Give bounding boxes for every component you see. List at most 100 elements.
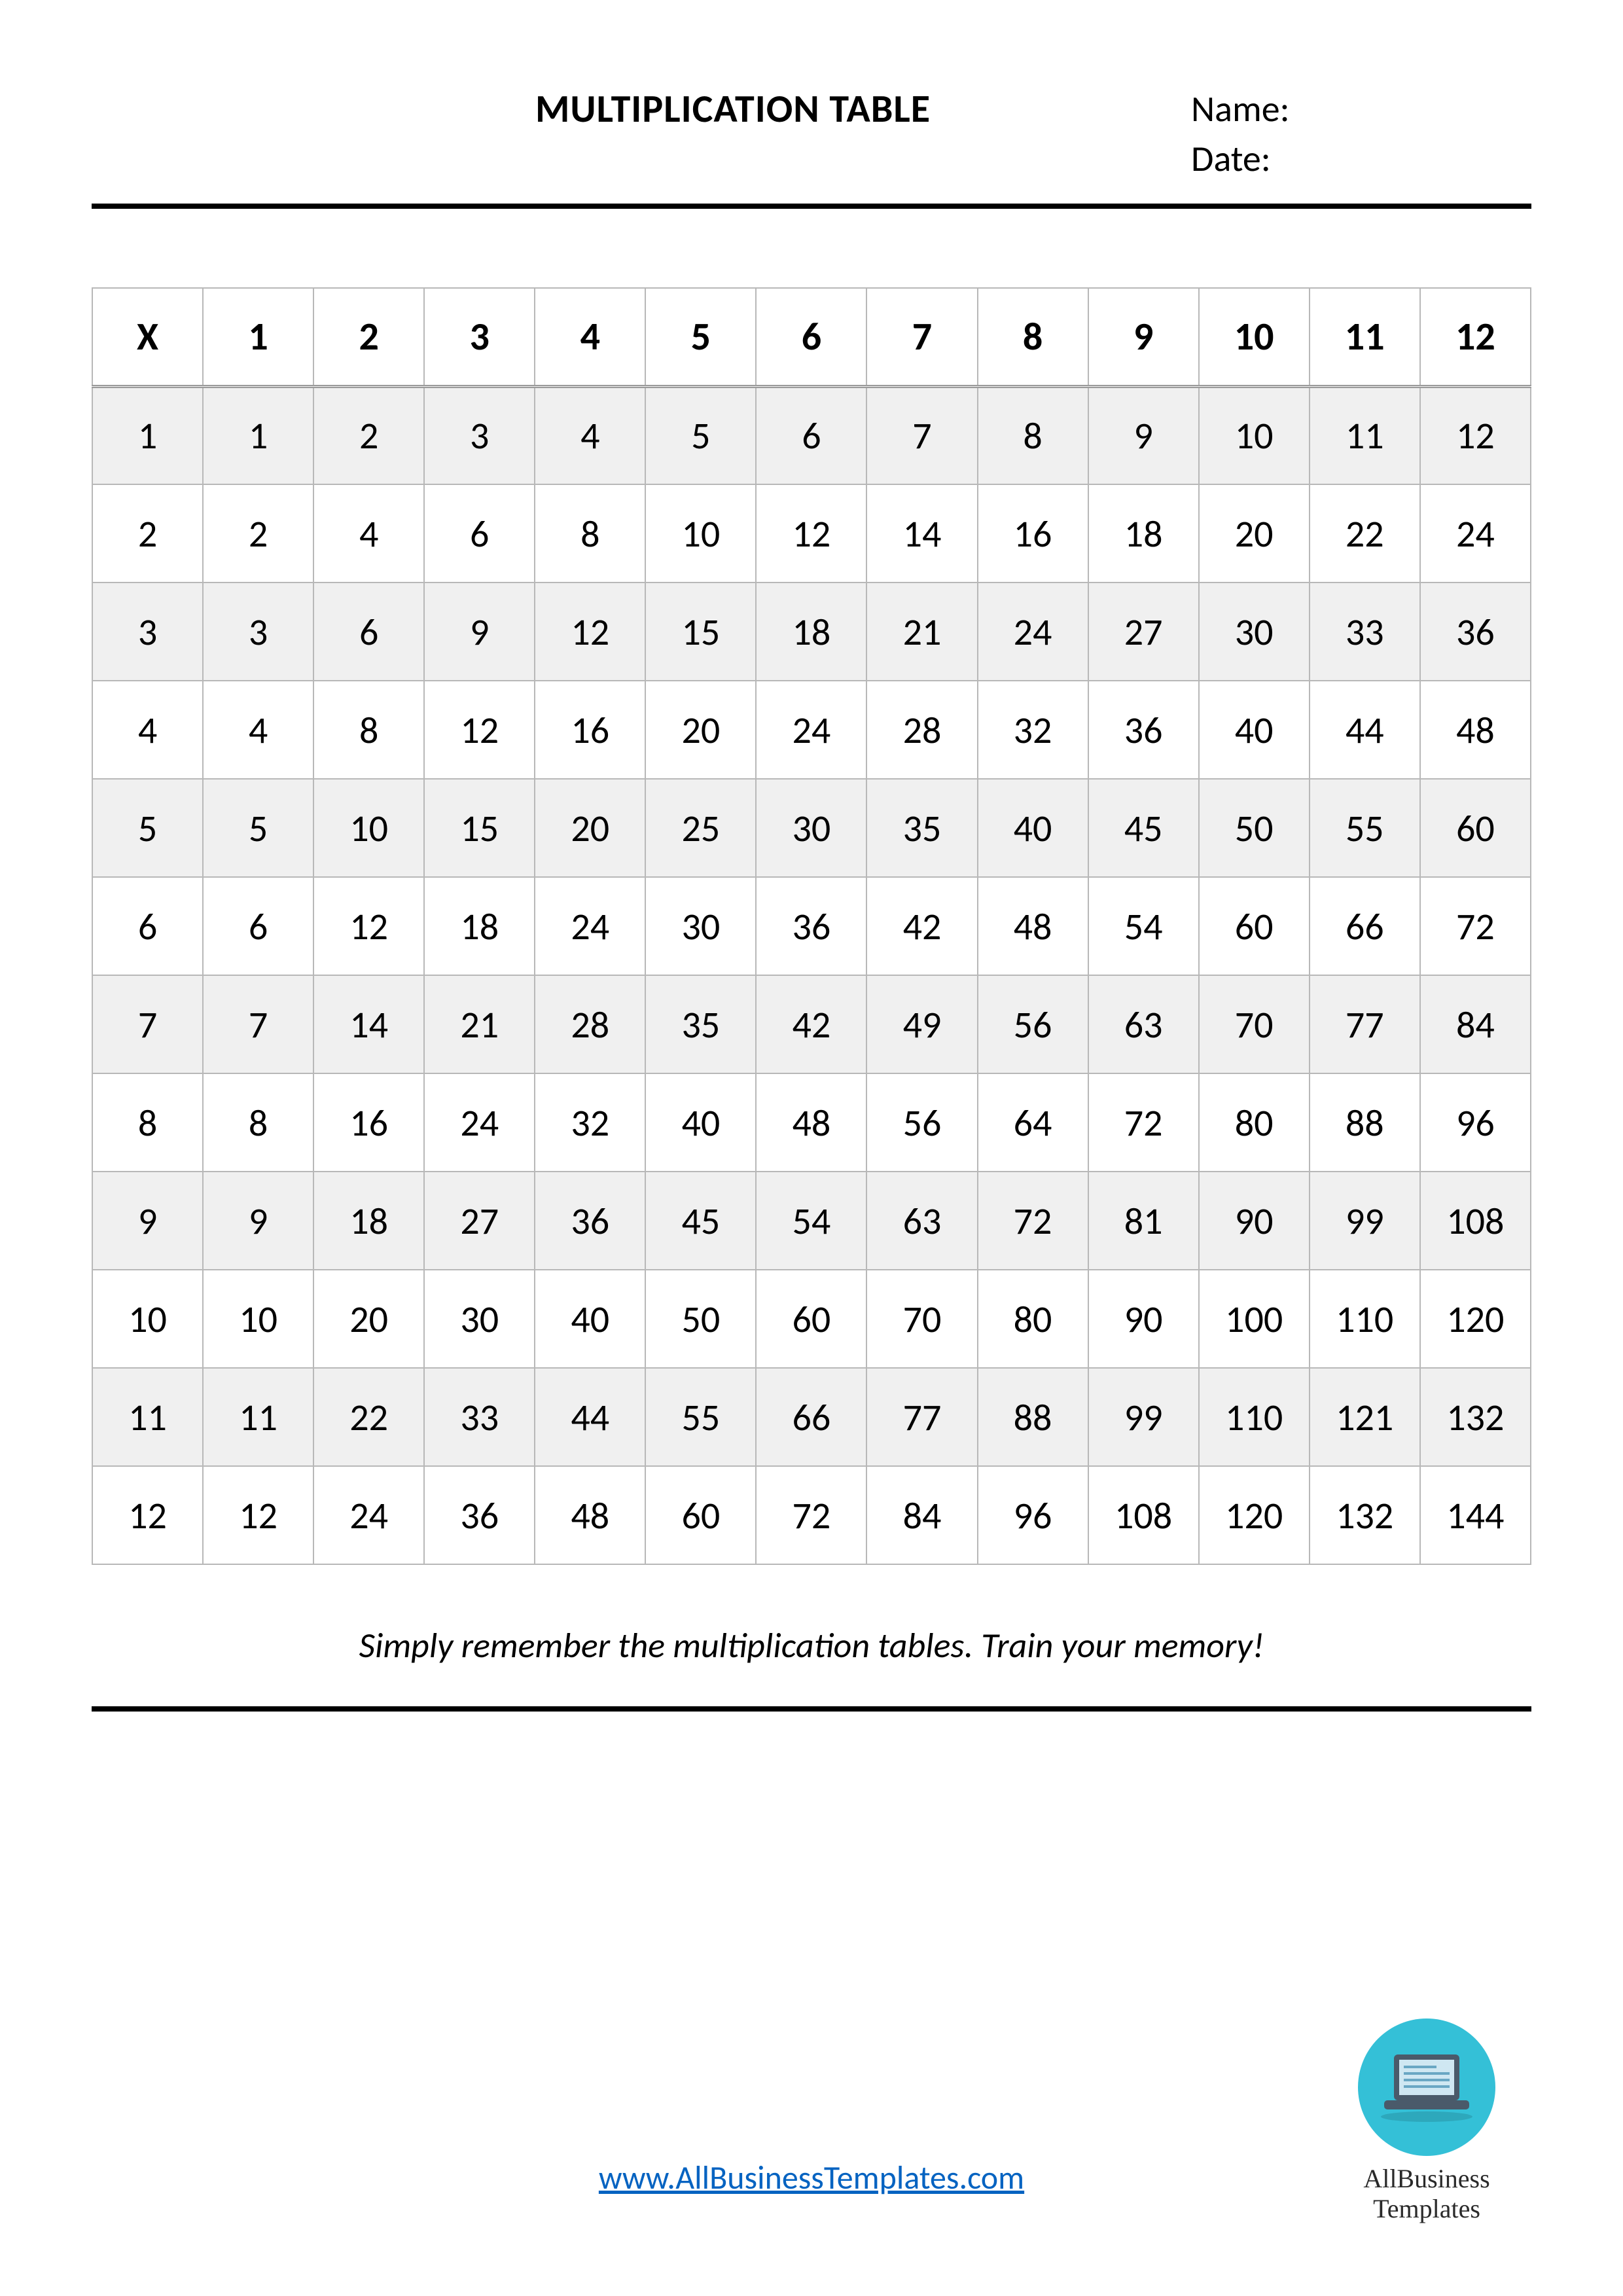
name-label: Name: (1191, 85, 1531, 135)
cell: 77 (866, 1368, 977, 1466)
cell: 6 (424, 484, 535, 583)
cell: 99 (1088, 1368, 1199, 1466)
table-row: 224681012141618202224 (92, 484, 1531, 583)
cell: 50 (645, 1270, 756, 1368)
cell: 36 (1420, 583, 1531, 681)
cell: 49 (866, 975, 977, 1073)
cell: 132 (1310, 1466, 1420, 1564)
col-header: 6 (756, 288, 866, 386)
cell: 7 (203, 975, 313, 1073)
cell: 20 (645, 681, 756, 779)
cell: 40 (1199, 681, 1310, 779)
brand-line1: AllBusiness (1329, 2164, 1525, 2194)
table-row: 1123456789101112 (92, 386, 1531, 484)
cell: 18 (756, 583, 866, 681)
cell: 20 (535, 779, 645, 877)
page-title: MULTIPLICATION TABLE (92, 85, 1191, 133)
cell: 100 (1199, 1270, 1310, 1368)
table-row: 3369121518212427303336 (92, 583, 1531, 681)
cell: 90 (1199, 1172, 1310, 1270)
cell: 10 (313, 779, 424, 877)
cell: 48 (535, 1466, 645, 1564)
cell: 72 (978, 1172, 1088, 1270)
cell: 108 (1088, 1466, 1199, 1564)
cell: 70 (866, 1270, 977, 1368)
cell: 44 (535, 1368, 645, 1466)
table-row: 661218243036424854606672 (92, 877, 1531, 975)
cell: 88 (1310, 1073, 1420, 1172)
cell: 15 (645, 583, 756, 681)
cell: 32 (535, 1073, 645, 1172)
cell: 27 (1088, 583, 1199, 681)
cell: 14 (313, 975, 424, 1073)
cell: 3 (424, 386, 535, 484)
row-header: 12 (92, 1466, 203, 1564)
cell: 96 (978, 1466, 1088, 1564)
cell: 60 (1420, 779, 1531, 877)
cell: 120 (1199, 1466, 1310, 1564)
divider-top (92, 204, 1531, 209)
cell: 24 (313, 1466, 424, 1564)
cell: 96 (1420, 1073, 1531, 1172)
cell: 12 (756, 484, 866, 583)
date-label: Date: (1191, 135, 1531, 185)
cell: 10 (1199, 386, 1310, 484)
divider-bottom (92, 1706, 1531, 1712)
cell: 110 (1310, 1270, 1420, 1368)
cell: 54 (756, 1172, 866, 1270)
cell: 5 (645, 386, 756, 484)
cell: 28 (866, 681, 977, 779)
cell: 45 (1088, 779, 1199, 877)
cell: 14 (866, 484, 977, 583)
cell: 20 (313, 1270, 424, 1368)
cell: 56 (866, 1073, 977, 1172)
col-header: 11 (1310, 288, 1420, 386)
cell: 30 (645, 877, 756, 975)
row-header: 4 (92, 681, 203, 779)
cell: 42 (866, 877, 977, 975)
row-header: 5 (92, 779, 203, 877)
cell: 33 (424, 1368, 535, 1466)
cell: 4 (313, 484, 424, 583)
cell: 22 (1310, 484, 1420, 583)
table-row: 551015202530354045505560 (92, 779, 1531, 877)
cell: 72 (756, 1466, 866, 1564)
cell: 72 (1420, 877, 1531, 975)
cell: 10 (203, 1270, 313, 1368)
cell: 40 (978, 779, 1088, 877)
cell: 8 (535, 484, 645, 583)
col-header: 4 (535, 288, 645, 386)
cell: 77 (1310, 975, 1420, 1073)
cell: 6 (313, 583, 424, 681)
cell: 18 (313, 1172, 424, 1270)
tagline: Simply remember the multiplication table… (92, 1624, 1531, 1667)
cell: 99 (1310, 1172, 1420, 1270)
cell: 55 (1310, 779, 1420, 877)
cell: 60 (756, 1270, 866, 1368)
brand-icon (1358, 2018, 1495, 2156)
cell: 40 (535, 1270, 645, 1368)
cell: 2 (313, 386, 424, 484)
col-header: 2 (313, 288, 424, 386)
col-header: 7 (866, 288, 977, 386)
col-header: 9 (1088, 288, 1199, 386)
cell: 40 (645, 1073, 756, 1172)
cell: 32 (978, 681, 1088, 779)
footer-link[interactable]: www.AllBusinessTemplates.com (599, 2158, 1024, 2198)
row-header: 10 (92, 1270, 203, 1368)
table-corner: X (92, 288, 203, 386)
cell: 84 (866, 1466, 977, 1564)
cell: 24 (535, 877, 645, 975)
row-header: 2 (92, 484, 203, 583)
cell: 8 (313, 681, 424, 779)
cell: 66 (756, 1368, 866, 1466)
table-row: 44812162024283236404448 (92, 681, 1531, 779)
cell: 35 (866, 779, 977, 877)
cell: 16 (978, 484, 1088, 583)
cell: 9 (424, 583, 535, 681)
cell: 12 (313, 877, 424, 975)
cell: 24 (978, 583, 1088, 681)
cell: 48 (756, 1073, 866, 1172)
row-header: 6 (92, 877, 203, 975)
cell: 110 (1199, 1368, 1310, 1466)
